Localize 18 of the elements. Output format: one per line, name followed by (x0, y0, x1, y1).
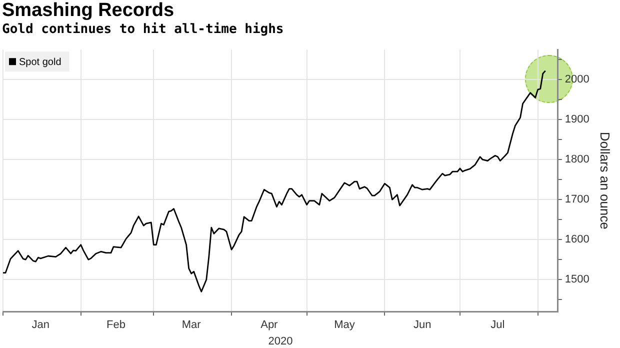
y-tick-label: 1800 (564, 154, 590, 166)
x-tick-label: Mar (182, 319, 202, 332)
y-tick-label: 1500 (564, 274, 590, 286)
y-tick-label: 2000 (564, 74, 590, 86)
x-axis-title: 2020 (268, 335, 293, 348)
y-tick-label: 1600 (564, 234, 590, 246)
x-tick-label: May (334, 319, 356, 332)
y-tick-label: 1900 (564, 114, 590, 126)
x-tick-label: Apr (260, 319, 278, 332)
x-tick-label: Feb (106, 319, 126, 332)
chart-title: Smashing Records (2, 0, 174, 22)
chart-subtitle: Gold continues to hit all-time highs (2, 22, 284, 37)
x-tick-label: Jun (413, 319, 432, 332)
x-tick-label: Jul (490, 319, 505, 332)
y-axis-title: Dollars an ounce (598, 132, 613, 230)
x-tick-label: Jan (32, 319, 50, 332)
y-tick-label: 1700 (564, 194, 590, 206)
legend-label: Spot gold (19, 56, 62, 68)
